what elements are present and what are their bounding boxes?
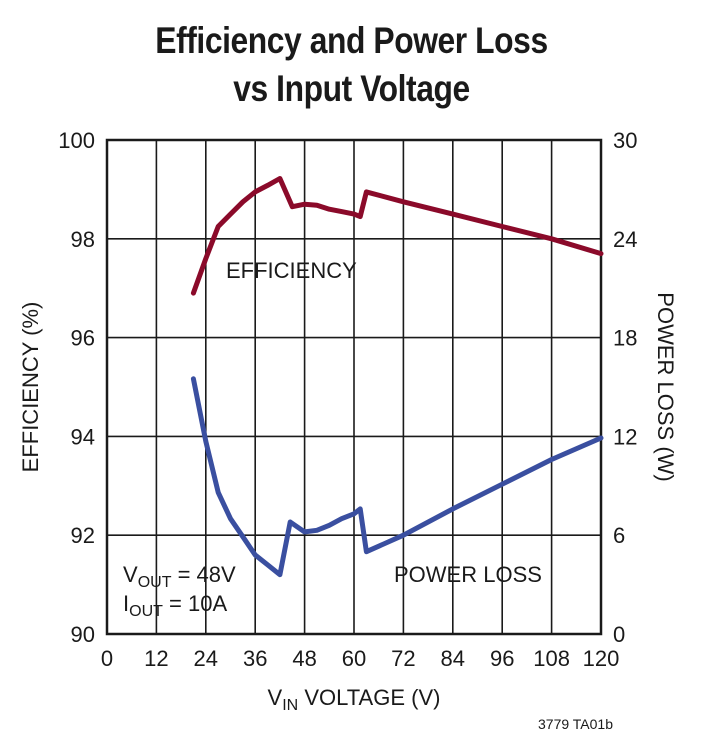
y-left-tick-label: 98	[71, 227, 95, 252]
iout-annotation: IOUT = 10A	[123, 591, 227, 620]
y-left-label: EFFICIENCY (%)	[18, 302, 43, 473]
y-right-tick-label: 18	[613, 326, 637, 351]
x-label-main: V	[268, 685, 283, 710]
iout-rest: = 10A	[163, 591, 228, 616]
vout-sub: OUT	[138, 574, 172, 591]
x-tick-label: 12	[144, 646, 168, 671]
x-tick-label: 24	[194, 646, 218, 671]
y-left-tick-label: 92	[71, 523, 95, 548]
power-loss-line	[190, 376, 604, 578]
x-label-sub: IN	[282, 697, 298, 714]
grid	[107, 140, 601, 634]
iout-main: I	[123, 591, 129, 616]
y-left-tick-label: 96	[71, 326, 95, 351]
tick-labels: 0 12 24 36 48 60 72 84 96 108 120 90 92 94 96 98 100 0 6 12…	[58, 128, 637, 671]
efficiency-annotation: EFFICIENCY	[226, 258, 357, 283]
x-tick-label: 72	[391, 646, 415, 671]
iout-sub: OUT	[129, 603, 163, 620]
series-lines	[190, 176, 604, 578]
y-left-tick-label: 94	[71, 424, 95, 449]
y-right-tick-label: 24	[613, 227, 637, 252]
x-tick-label: 120	[583, 646, 620, 671]
y-left-tick-label: 100	[58, 128, 95, 153]
x-tick-label: 60	[342, 646, 366, 671]
x-tick-label: 0	[101, 646, 113, 671]
x-tick-label: 48	[292, 646, 316, 671]
y-right-tick-label: 30	[613, 128, 637, 153]
plot-frame	[105, 138, 603, 636]
x-tick-label: 36	[243, 646, 267, 671]
chart-title-line2: vs Input Voltage	[233, 68, 470, 109]
y-right-label: POWER LOSS (W)	[653, 292, 678, 481]
power-loss-annotation: POWER LOSS	[394, 562, 542, 587]
y-right-tick-label: 12	[613, 424, 637, 449]
x-label-rest: VOLTAGE (V)	[298, 685, 440, 710]
x-tick-label: 108	[533, 646, 570, 671]
vout-main: V	[123, 562, 138, 587]
x-tick-label: 84	[441, 646, 465, 671]
vout-rest: = 48V	[171, 562, 236, 587]
figure-id: 3779 TA01b	[538, 716, 613, 732]
y-left-tick-label: 90	[71, 622, 95, 647]
efficiency-line	[190, 176, 604, 296]
x-tick-label: 96	[490, 646, 514, 671]
y-right-tick-label: 6	[613, 523, 625, 548]
chart-title-line1: Efficiency and Power Loss	[155, 20, 548, 61]
y-right-tick-label: 0	[613, 622, 625, 647]
vout-annotation: VOUT = 48V	[123, 562, 236, 591]
x-axis-label: VIN VOLTAGE (V)	[268, 685, 441, 714]
